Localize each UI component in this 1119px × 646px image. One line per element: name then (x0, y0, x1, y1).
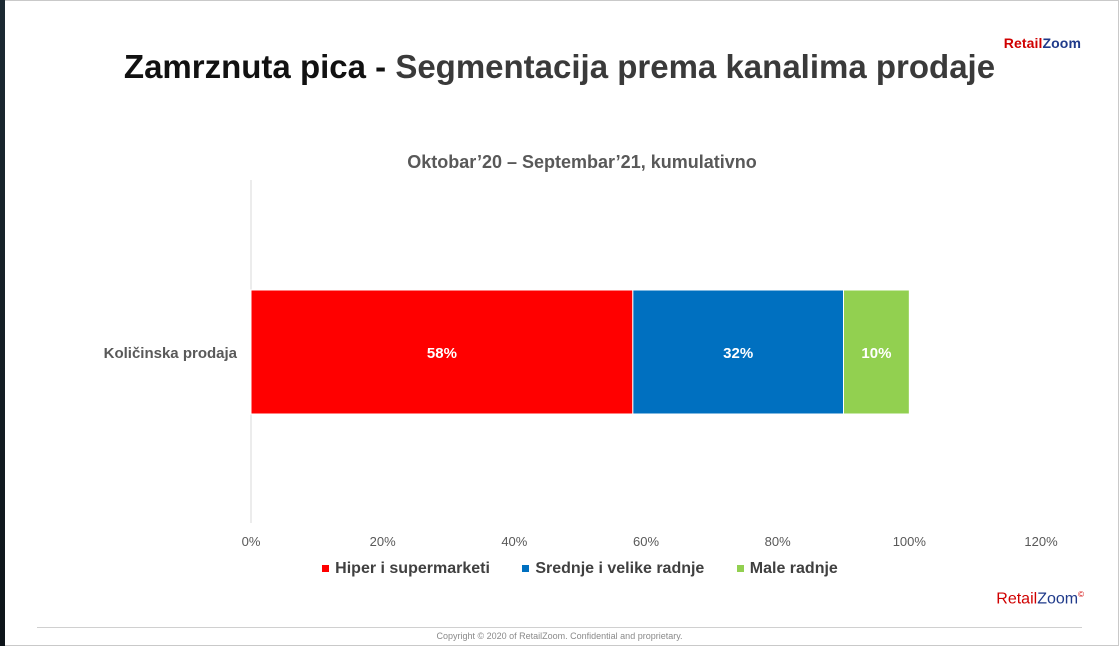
brand-bottom-mark: © (1078, 590, 1084, 599)
chart-title: Oktobar’20 – Septembar’21, kumulativno (407, 152, 757, 172)
bar-segment-0 (250, 289, 634, 415)
brand-logo-bottom: RetailZoom© (996, 590, 1084, 608)
legend-label-srednje: Srednje i velike radnje (535, 559, 705, 577)
chart-legend: Hiper i supermarketi Srednje i velike ra… (0, 559, 1119, 578)
x-tick-label-0: 0% (242, 534, 261, 549)
title-product: Zamrznuta pica - (123, 48, 396, 85)
legend-label-hiper: Hiper i supermarketi (335, 559, 490, 577)
data-label-1: 32% (723, 345, 753, 362)
legend-item-hiper: Hiper i supermarketi (322, 560, 490, 578)
brand-logo-top: RetailZoom (1004, 35, 1081, 51)
x-tick-label-1: 20% (370, 534, 396, 549)
slide-title: Zamrznuta pica - Segmentacija prema kana… (0, 48, 1119, 86)
legend-item-male: Male radnje (736, 559, 838, 578)
category-label: Količinska prodaja (104, 345, 238, 362)
copyright-text: Copyright © 2020 of RetailZoom. Confiden… (436, 631, 683, 641)
brand-bottom-zoom: Zoom (1037, 590, 1079, 608)
brand-top-retail: Retail (1003, 35, 1043, 51)
bar-segment-2 (843, 289, 910, 415)
x-tick-label-4: 80% (765, 534, 791, 549)
x-tick-label-6: 120% (1024, 534, 1058, 549)
footer-divider (37, 627, 1082, 628)
x-tick-label-5: 100% (893, 534, 927, 549)
x-tick-label-3: 60% (633, 534, 659, 549)
window-edge (0, 0, 5, 646)
legend-label-male: Male radnje (749, 559, 838, 577)
legend-swatch-hiper (322, 565, 330, 572)
brand-bottom-retail: Retail (996, 590, 1038, 608)
brand-top-zoom: Zoom (1042, 35, 1081, 51)
data-label-0: 58% (427, 345, 457, 362)
legend-swatch-male (736, 565, 744, 572)
legend-item-srednje: Srednje i velike radnje (522, 560, 704, 578)
title-topic: Segmentacija prema kanalima prodaje (395, 48, 996, 85)
x-tick-label-2: 40% (501, 534, 527, 549)
data-label-2: 10% (861, 345, 891, 362)
legend-swatch-srednje (522, 565, 530, 572)
